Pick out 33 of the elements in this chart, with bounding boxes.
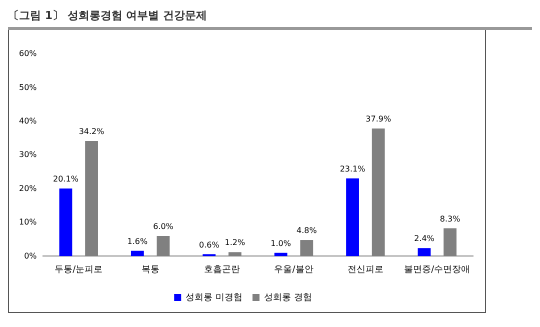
data-label: 8.3% xyxy=(440,214,461,224)
y-tick-label: 30% xyxy=(19,150,38,160)
data-label: 20.1% xyxy=(53,174,79,184)
x-tick-label: 호흡곤란 xyxy=(204,264,240,275)
data-label: 1.6% xyxy=(127,236,148,246)
x-tick-label: 두통/눈피로 xyxy=(54,264,103,275)
bar xyxy=(130,250,144,256)
x-tick-label: 불면증/수면장애 xyxy=(404,264,470,275)
data-label: 2.4% xyxy=(414,234,435,244)
bar xyxy=(346,178,359,256)
y-tick-label: 20% xyxy=(19,184,38,193)
legend-label: 성희롱 경험 xyxy=(264,292,312,303)
data-label: 0.6% xyxy=(198,240,220,250)
data-label: 1.0% xyxy=(270,238,292,248)
data-label: 6.0% xyxy=(153,222,174,232)
y-tick-label: 60% xyxy=(19,49,38,58)
data-label: 1.2% xyxy=(224,238,246,248)
x-tick-label: 복통 xyxy=(141,264,160,275)
data-label: 37.9% xyxy=(366,114,392,124)
y-tick-label: 50% xyxy=(19,82,38,92)
bar xyxy=(418,248,431,256)
y-tick-label: 0% xyxy=(24,251,38,260)
bar xyxy=(59,188,72,256)
data-label: 34.2% xyxy=(78,127,105,136)
legend-label: 성희롱 미경험 xyxy=(186,292,243,303)
data-label: 23.1% xyxy=(340,164,366,174)
data-label: 4.8% xyxy=(296,226,318,236)
y-tick-label: 40% xyxy=(19,116,38,126)
x-tick-label: 전신피로 xyxy=(347,264,384,275)
bar xyxy=(274,252,288,256)
x-tick-label: 우울/불안 xyxy=(274,264,314,275)
y-tick-label: 10% xyxy=(19,218,38,227)
chart-title: 〔그림 1〕 성희롱경험 여부별 건강문제 xyxy=(8,8,532,30)
